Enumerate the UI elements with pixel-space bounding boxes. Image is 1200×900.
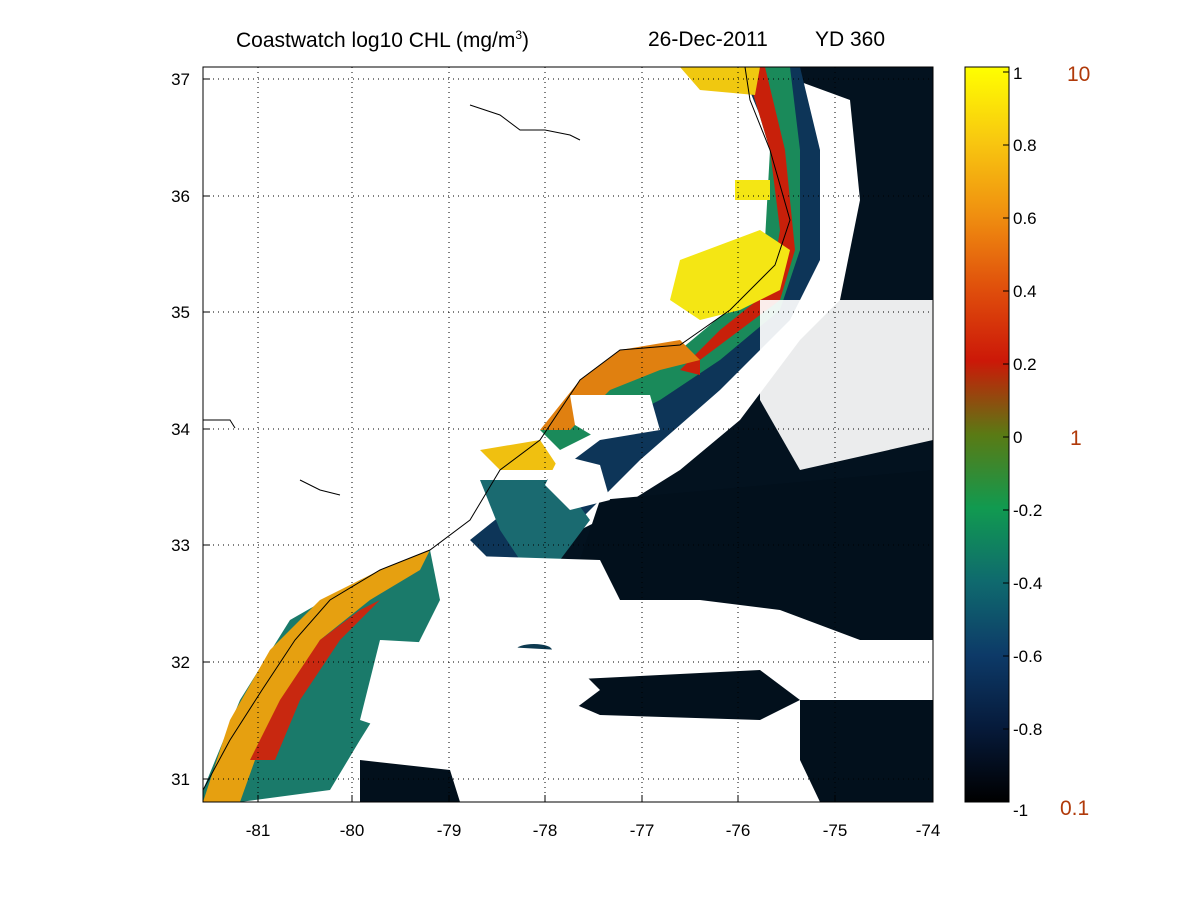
cloud-mask xyxy=(545,455,610,510)
offshore-dark-band xyxy=(580,470,933,640)
colorbar-tick-label: -0.2 xyxy=(1013,501,1042,520)
colorbar-ticks xyxy=(1003,71,1009,730)
lake-outline xyxy=(203,419,236,429)
lat-tick-labels: 31 32 33 34 35 36 37 xyxy=(171,70,190,789)
lon-tick-label: -81 xyxy=(246,821,271,840)
albemarle-sound-high-chl xyxy=(735,180,770,200)
lon-tick-label: -78 xyxy=(533,821,558,840)
georgia-sc-high-chl-front xyxy=(250,600,380,760)
title-date: 26-Dec-2011 xyxy=(648,28,768,51)
colorbar-tick-label: 0 xyxy=(1013,428,1022,447)
colorbar-tick-labels: 1 0.8 0.6 0.4 0.2 0 -0.2 -0.4 -0.6 -0.8 … xyxy=(1013,64,1042,820)
colorbar-concentration-labels: 10 1 0.1 xyxy=(1060,63,1090,820)
lat-tick-label: 32 xyxy=(171,653,190,672)
georgia-sc-coastal-band xyxy=(203,550,430,802)
pamlico-sound-high-chl xyxy=(670,230,790,320)
lake-outline xyxy=(299,479,341,496)
lake-outline xyxy=(469,104,581,141)
coastline xyxy=(203,67,791,791)
dark-patch-southeast xyxy=(800,700,933,802)
lon-tick-label: -74 xyxy=(916,821,941,840)
title-variable: Coastwatch log10 CHL (mg/m3) xyxy=(236,28,530,52)
lon-tick-label: -77 xyxy=(630,821,655,840)
lon-tick-labels: -81 -80 -79 -78 -77 -76 -75 -74 xyxy=(246,821,941,840)
lat-tick-label: 36 xyxy=(171,187,190,206)
colorbar-tick-label: 0.2 xyxy=(1013,355,1037,374)
colorbar-tick-label: -0.4 xyxy=(1013,574,1042,593)
colorbar-tick-label: 0.8 xyxy=(1013,136,1037,155)
map-frame xyxy=(202,66,934,803)
colorbar-tick-label: 1 xyxy=(1013,64,1022,83)
lat-tick-label: 37 xyxy=(171,70,190,89)
title-yearday: YD 360 xyxy=(815,28,886,51)
lat-tick-label: 35 xyxy=(171,303,190,322)
dark-patch-south xyxy=(560,670,800,720)
concentration-label-high: 10 xyxy=(1067,63,1090,86)
colorbar-tick-label: 0.6 xyxy=(1013,209,1037,228)
cloud-mask xyxy=(570,395,660,440)
lon-tick-label: -76 xyxy=(726,821,751,840)
tick-marks xyxy=(203,78,934,802)
concentration-label-mid: 1 xyxy=(1070,427,1082,450)
coastal-high-chl-north xyxy=(680,67,795,375)
concentration-label-low: 0.1 xyxy=(1060,797,1089,820)
cloud-mask xyxy=(360,640,600,740)
lon-tick-label: -75 xyxy=(823,821,848,840)
offshore-low-chl xyxy=(520,67,933,600)
dark-patch-southwest xyxy=(360,760,460,802)
colorbar-tick-label: -0.6 xyxy=(1013,647,1042,666)
cloud-mask xyxy=(760,300,933,470)
lat-tick-label: 34 xyxy=(171,420,190,439)
map-title: Coastwatch log10 CHL (mg/m3) 26-Dec-2011… xyxy=(0,28,1200,58)
chesapeake-mouth-high-chl xyxy=(680,67,760,95)
cloud-mask xyxy=(440,555,620,650)
colorbar-tick-label: 0.4 xyxy=(1013,282,1037,301)
lat-tick-label: 33 xyxy=(171,536,190,555)
chlorophyll-field xyxy=(203,67,933,802)
lon-tick-label: -80 xyxy=(340,821,365,840)
lat-tick-label: 31 xyxy=(171,770,190,789)
colorbar-tick-label: -1 xyxy=(1013,801,1028,820)
colorbar-tick-label: -0.8 xyxy=(1013,720,1042,739)
grid xyxy=(203,67,933,802)
colorbar xyxy=(964,66,1010,803)
lon-tick-label: -79 xyxy=(437,821,462,840)
